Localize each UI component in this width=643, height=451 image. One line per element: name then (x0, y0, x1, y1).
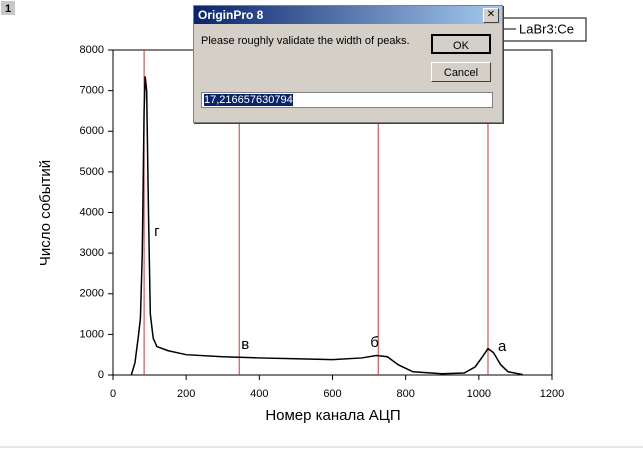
y-tick-label: 4000 (80, 206, 104, 218)
y-tick-label: 5000 (80, 166, 104, 178)
spectrum-line (130, 76, 523, 376)
x-tick-label: 800 (396, 388, 414, 400)
peak-label: в (241, 336, 249, 353)
cancel-button[interactable]: Cancel (431, 62, 491, 82)
x-tick-label: 400 (250, 388, 268, 400)
y-tick-label: 1000 (80, 328, 104, 340)
y-tick-label: 7000 (80, 85, 104, 97)
badge: 1 (5, 3, 11, 15)
y-tick-label: 2000 (80, 288, 104, 300)
ok-button[interactable]: OK (431, 34, 491, 54)
y-tick-label: 8000 (80, 44, 104, 56)
close-button[interactable]: ✕ (483, 8, 499, 23)
legend-label: LaBr3:Ce (519, 21, 574, 36)
peak-label: б (370, 334, 379, 351)
input-text: 17,216657630794 (204, 94, 293, 106)
input-field[interactable]: 17,216657630794 (201, 92, 493, 108)
x-tick-label: 1200 (540, 388, 564, 400)
dialog-title: OriginPro 8 (194, 6, 502, 24)
badge-box (1, 1, 15, 15)
dialog-message: Please roughly validate the width of pea… (201, 35, 410, 47)
peak-label: г (154, 223, 160, 240)
y-tick-label: 3000 (80, 247, 104, 259)
x-tick-label: 200 (177, 388, 195, 400)
dialog: OriginPro 8 ✕ Please roughly validate th… (193, 5, 503, 123)
x-tick-label: 0 (110, 388, 116, 400)
y-axis-label: Число событий (37, 160, 54, 266)
peak-label: а (498, 338, 507, 355)
y-tick-label: 0 (98, 369, 104, 381)
x-axis-label: Номер канала АЦП (265, 407, 400, 424)
y-tick-label: 6000 (80, 125, 104, 137)
x-tick-label: 600 (323, 388, 341, 400)
x-tick-label: 1000 (467, 388, 491, 400)
